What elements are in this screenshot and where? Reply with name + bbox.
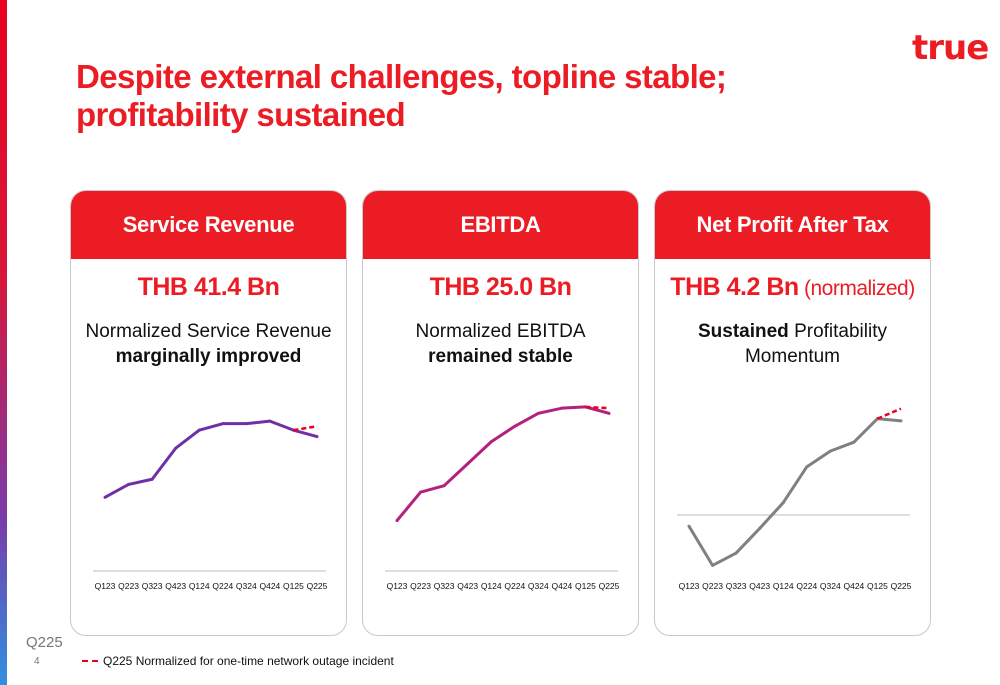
card-heading: EBITDA bbox=[363, 191, 638, 259]
data-point bbox=[536, 411, 540, 415]
dashed-line-icon bbox=[82, 660, 98, 662]
x-tick-label: Q125 bbox=[867, 581, 888, 591]
x-tick-label: Q423 bbox=[749, 581, 770, 591]
data-point bbox=[489, 440, 493, 444]
data-point bbox=[687, 524, 691, 528]
x-tick-label: Q123 bbox=[679, 581, 700, 591]
x-tick-label: Q424 bbox=[843, 581, 864, 591]
page-number: 4 bbox=[34, 656, 40, 667]
data-point bbox=[442, 484, 446, 488]
x-tick-label: Q223 bbox=[118, 581, 139, 591]
data-point bbox=[127, 482, 131, 486]
card-heading: Net Profit After Tax bbox=[655, 191, 930, 259]
side-accent-bar bbox=[0, 0, 7, 685]
data-point bbox=[607, 411, 611, 415]
service-revenue-chart: Q123 Q223 Q323 Q423 Q124 Q224 Q324 Q424 Q125 Q225 bbox=[93, 419, 328, 591]
data-point bbox=[758, 526, 762, 530]
card-ebitda: EBITDA THB 25.0 Bn Normalized EBITDA rem… bbox=[362, 190, 639, 636]
x-tick-label: Q324 bbox=[528, 581, 549, 591]
series-line bbox=[104, 419, 318, 499]
x-tick-label: Q123 bbox=[387, 581, 408, 591]
x-tick-label: Q224 bbox=[796, 581, 817, 591]
card-heading: Service Revenue bbox=[71, 191, 346, 259]
legend-label: Q225 Normalized for one-time network out… bbox=[103, 654, 394, 668]
data-point bbox=[419, 490, 423, 494]
legend: Q225 Normalized for one-time network out… bbox=[82, 654, 394, 668]
normalized-dashed-line bbox=[293, 425, 318, 432]
data-point bbox=[395, 519, 399, 523]
data-point bbox=[197, 428, 201, 432]
data-point bbox=[268, 419, 272, 423]
x-tick-label: Q225 bbox=[599, 581, 620, 591]
x-tick-label: Q124 bbox=[189, 581, 210, 591]
x-tick-label: Q224 bbox=[504, 581, 525, 591]
data-point bbox=[781, 501, 785, 505]
x-tick-label: Q225 bbox=[891, 581, 912, 591]
metric-description: Normalized EBITDA remained stable bbox=[415, 321, 586, 367]
x-tick-label: Q124 bbox=[481, 581, 502, 591]
x-tick-label: Q324 bbox=[820, 581, 841, 591]
metric-value: THB 4.2 Bn (normalized) bbox=[670, 273, 915, 301]
metric-description: Sustained Profitability Momentum bbox=[697, 321, 887, 367]
data-point bbox=[560, 406, 564, 410]
x-tick-label: Q225 bbox=[307, 581, 328, 591]
period-label: Q225 bbox=[26, 634, 63, 651]
series-line bbox=[687, 417, 902, 567]
x-tick-label: Q423 bbox=[165, 581, 186, 591]
data-point bbox=[466, 462, 470, 466]
metric-description: Normalized Service Revenue marginally im… bbox=[85, 321, 332, 367]
normalized-dashed-line bbox=[585, 405, 610, 410]
x-tick-label: Q224 bbox=[212, 581, 233, 591]
x-tick-label: Q223 bbox=[410, 581, 431, 591]
x-tick-label: Q323 bbox=[726, 581, 747, 591]
data-point bbox=[852, 440, 856, 444]
normalized-dashed-line bbox=[876, 407, 902, 420]
data-point bbox=[828, 449, 832, 453]
data-point bbox=[150, 477, 154, 481]
data-point bbox=[315, 435, 319, 439]
x-tick-label: Q423 bbox=[457, 581, 478, 591]
page-title: Despite external challenges, topline sta… bbox=[76, 58, 727, 133]
data-point bbox=[221, 422, 225, 426]
data-point bbox=[805, 465, 809, 469]
data-point bbox=[174, 446, 178, 450]
x-tick-label: Q424 bbox=[551, 581, 572, 591]
net-profit-chart: Q123 Q223 Q323 Q423 Q124 Q224 Q324 Q424 Q125 Q225 bbox=[677, 407, 912, 591]
x-tick-label: Q223 bbox=[702, 581, 723, 591]
true-logo: true bbox=[912, 28, 989, 68]
data-point bbox=[244, 422, 248, 426]
x-tick-label: Q323 bbox=[434, 581, 455, 591]
metric-value: THB 25.0 Bn bbox=[429, 273, 572, 301]
data-point bbox=[711, 563, 715, 567]
x-tick-label: Q125 bbox=[575, 581, 596, 591]
x-tick-label: Q323 bbox=[142, 581, 163, 591]
card-net-profit: Net Profit After Tax THB 4.2 Bn (normali… bbox=[654, 190, 931, 636]
x-tick-label: Q324 bbox=[236, 581, 257, 591]
ebitda-chart: Q123 Q223 Q323 Q423 Q124 Q224 Q324 Q424 Q125 Q225 bbox=[385, 405, 620, 591]
x-tick-label: Q124 bbox=[773, 581, 794, 591]
data-point bbox=[899, 419, 903, 423]
series-line bbox=[395, 405, 610, 522]
data-point bbox=[513, 424, 517, 428]
card-service-revenue: Service Revenue THB 41.4 Bn Normalized S… bbox=[70, 190, 347, 636]
data-point bbox=[734, 551, 738, 555]
x-tick-label: Q123 bbox=[95, 581, 116, 591]
metric-value: THB 41.4 Bn bbox=[137, 273, 280, 301]
x-tick-label: Q424 bbox=[259, 581, 280, 591]
x-tick-label: Q125 bbox=[283, 581, 304, 591]
data-point bbox=[103, 495, 107, 499]
